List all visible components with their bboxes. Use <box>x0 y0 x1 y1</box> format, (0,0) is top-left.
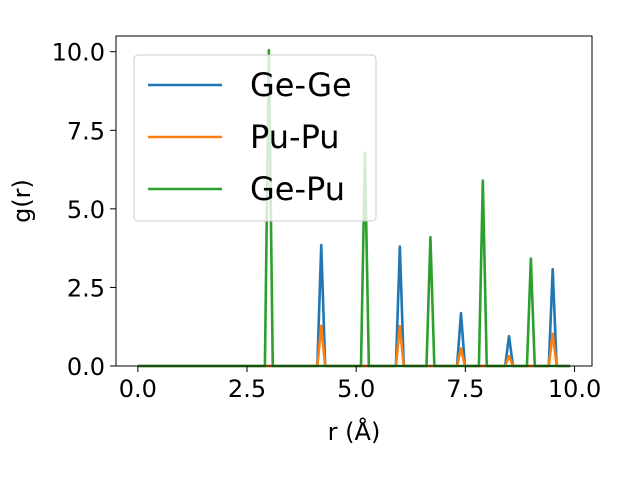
y-tick-label: 7.5 <box>67 117 105 145</box>
legend-label-1: Ge-Ge <box>250 66 352 104</box>
legend-box <box>133 54 377 222</box>
y-axis-label: g(r) <box>8 179 36 223</box>
y-tick-label: 2.5 <box>67 274 105 302</box>
legend-label-3: Ge-Pu <box>250 170 345 208</box>
y-tick-label: 10.0 <box>52 39 105 67</box>
legend: Ge-Ge Pu-Pu Ge-Pu <box>133 54 377 222</box>
x-tick-label: 10.0 <box>548 375 601 403</box>
series-line-2 <box>137 324 571 368</box>
x-axis-label: r (Å) <box>328 417 381 446</box>
series-line-3 <box>137 48 571 368</box>
series-line-1 <box>137 243 571 368</box>
x-tick-label: 0.0 <box>119 375 157 403</box>
series-lines <box>137 48 571 368</box>
y-axis: 0.0 2.5 5.0 7.5 10.0 <box>52 39 116 381</box>
x-axis: 0.0 2.5 5.0 7.5 10.0 <box>119 366 601 403</box>
x-tick-label: 5.0 <box>337 375 375 403</box>
y-tick-label: 0.0 <box>67 353 105 381</box>
legend-label-2: Pu-Pu <box>250 118 340 156</box>
plot-frame <box>115 35 593 367</box>
x-tick-label: 2.5 <box>228 375 266 403</box>
y-tick-label: 5.0 <box>67 196 105 224</box>
x-tick-label: 7.5 <box>446 375 484 403</box>
